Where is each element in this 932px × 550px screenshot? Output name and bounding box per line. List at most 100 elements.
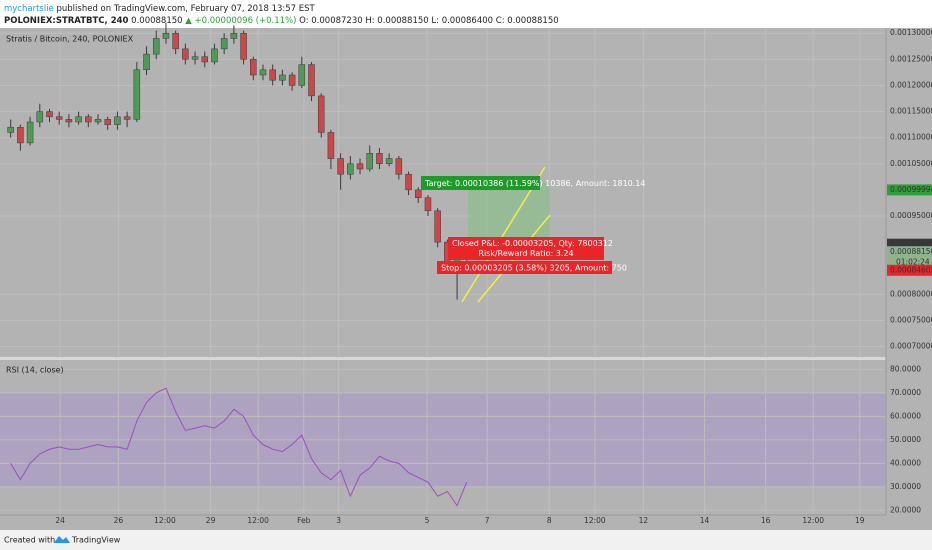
candle-body — [26, 121, 34, 144]
rsi-line — [10, 387, 468, 507]
candle-body — [104, 119, 111, 125]
brand-logo — [54, 536, 70, 543]
candle-body — [191, 56, 199, 60]
y-tick-label: 20.0000 — [890, 505, 921, 514]
candle-body — [356, 163, 364, 170]
price-label-box — [887, 246, 932, 258]
candle-body — [250, 59, 257, 76]
quote-line: POLONIEX:STRATBTC, 240 0.00088150 ▲ +0.0… — [4, 16, 559, 26]
candle-body — [337, 158, 344, 175]
price-label: 0.00089608 — [890, 239, 932, 248]
candle-body — [240, 32, 247, 60]
price-label: 0.00099994 — [890, 185, 932, 194]
x-tick-label: 16 — [761, 516, 771, 525]
candle-body — [434, 210, 441, 243]
candle-body — [347, 163, 354, 175]
y-tick-label: 0.00120000 — [890, 80, 932, 89]
x-tick-label: 3 — [336, 516, 341, 525]
price-label-box — [887, 184, 932, 196]
candle-body — [85, 116, 92, 123]
price-label-box — [887, 238, 932, 250]
x-tick-label: 12:00 — [247, 516, 269, 525]
candle-body — [269, 69, 276, 81]
target-label: Target: 0.00010386 (11.59%) 10386, Amoun… — [424, 179, 645, 188]
pane-divider — [0, 357, 886, 360]
y-tick-label: 0.00075000 — [890, 315, 932, 324]
candle-body — [308, 64, 315, 97]
candle-body — [143, 53, 150, 71]
candle-body — [395, 158, 403, 175]
candle-body — [17, 126, 24, 144]
candle-body — [46, 111, 53, 118]
y-tick-label: 0.00115000 — [890, 107, 932, 116]
candle-body — [288, 74, 296, 86]
y-tick-label: 40.0000 — [890, 458, 921, 467]
footer-created: Created with — [4, 536, 55, 545]
candle-body — [405, 173, 412, 191]
byline: mychartslie published on TradingView.com… — [4, 4, 316, 14]
x-tick-label: 12:00 — [154, 516, 176, 525]
y-tick-label: 0.00080000 — [890, 289, 932, 298]
price-label: 0.00084603 — [890, 265, 932, 274]
candle-body — [230, 32, 238, 39]
marks — [7, 22, 471, 507]
rsi-legend: RSI (14, close) — [6, 366, 64, 375]
candle-body — [75, 116, 82, 123]
candle-body — [172, 32, 179, 50]
grid — [0, 28, 886, 515]
candle-body — [259, 69, 267, 76]
candle-body — [94, 119, 102, 123]
candle-body — [211, 48, 218, 63]
header-bg — [0, 0, 932, 28]
author: mychartslie — [4, 4, 54, 14]
candle-body — [376, 153, 383, 165]
footer-bg — [0, 530, 932, 550]
x-tick-label: 26 — [114, 516, 124, 525]
risk-reward-label: Risk/Reward Ratio: 3.24 — [478, 249, 573, 258]
y-tick-label: 0.00095000 — [890, 211, 932, 220]
candle-body — [36, 111, 44, 123]
low: L: 0.00086400 — [431, 16, 493, 26]
candle-body — [123, 116, 131, 120]
y-tick-label: 0.00110000 — [890, 133, 932, 142]
y-tick-label: 0.00105000 — [890, 159, 932, 168]
stop-label-box — [437, 261, 612, 274]
x-tick-label: 29 — [206, 516, 216, 525]
x-tick-label: 12 — [639, 516, 649, 525]
candle-body — [201, 56, 209, 63]
last-price: 0.00088150 — [131, 16, 182, 26]
stop-label: Stop: 0.00003205 (3.58%) 3205, Amount: 7… — [441, 264, 627, 273]
x-tick-label: Feb — [297, 516, 311, 525]
countdown-box — [887, 257, 932, 268]
close: C: 0.00088150 — [496, 16, 559, 26]
change: ▲ +0.00000096 (+0.11%) — [185, 16, 296, 26]
x-tick-label: 12:00 — [584, 516, 606, 525]
countdown: 01:02:24 — [896, 257, 930, 266]
x-tick-label: 5 — [425, 516, 430, 525]
y-tick-label: 0.00070000 — [890, 342, 932, 351]
y-tick-label: 80.0000 — [890, 364, 921, 373]
y-tick-label: 60.0000 — [890, 411, 921, 420]
x-tick-label: 8 — [547, 516, 552, 525]
y-tick-label: 50.0000 — [890, 435, 921, 444]
target-label-box — [421, 176, 540, 190]
x-tick-label: 19 — [855, 516, 865, 525]
candle-body — [327, 132, 335, 159]
footer-brand: TradingView — [71, 536, 121, 545]
pnl-label-box — [448, 237, 604, 260]
candle-body — [114, 116, 121, 125]
candle-body — [65, 119, 73, 123]
candle-body — [152, 38, 160, 55]
candle-body — [162, 32, 170, 39]
x-tick-label: 7 — [485, 516, 490, 525]
candle-body — [7, 126, 14, 133]
y-tick-label: 0.00130000 — [890, 28, 932, 37]
candle-body — [424, 197, 432, 212]
candle-body — [385, 158, 393, 165]
candle-body — [279, 74, 286, 81]
price-label-box — [887, 264, 932, 276]
y-tick-label: 30.0000 — [890, 482, 921, 491]
price-legend: Stratis / Bitcoin, 240, POLONIEX — [6, 35, 134, 44]
